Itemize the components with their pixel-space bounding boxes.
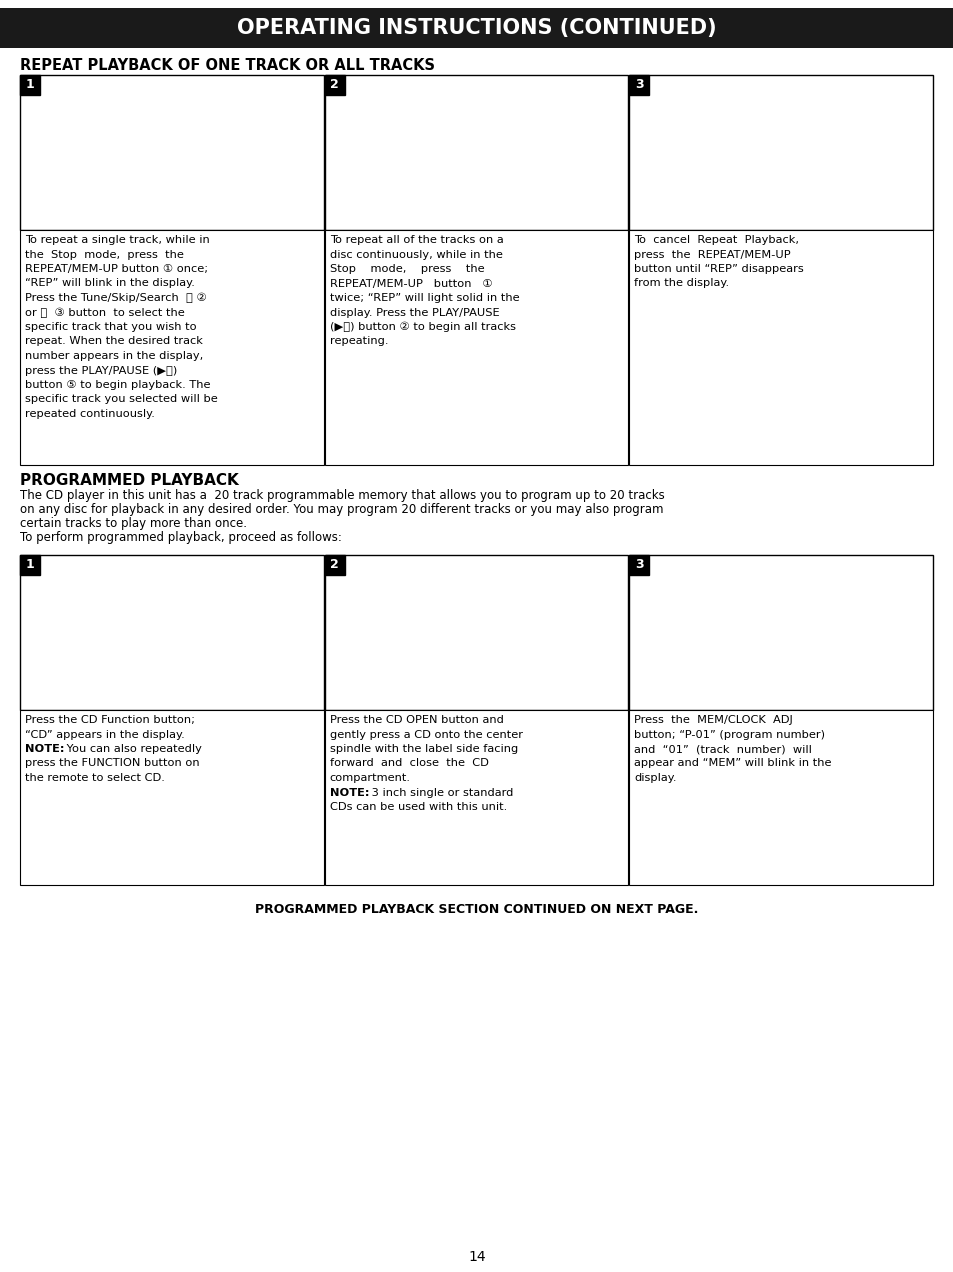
Text: Stop    mode,    press    the: Stop mode, press the — [330, 265, 484, 273]
Bar — [20, 710, 323, 885]
Bar — [629, 75, 932, 230]
Text: number appears in the display,: number appears in the display, — [25, 351, 203, 361]
Text: PROGRAMMED PLAYBACK SECTION CONTINUED ON NEXT PAGE.: PROGRAMMED PLAYBACK SECTION CONTINUED ON… — [255, 903, 698, 916]
Text: 1: 1 — [26, 79, 34, 92]
Text: 2: 2 — [330, 79, 338, 92]
Text: press the FUNCTION button on: press the FUNCTION button on — [25, 758, 199, 768]
Bar — [629, 555, 932, 710]
Text: display.: display. — [634, 773, 676, 784]
Text: on any disc for playback in any desired order. You may program 20 different trac: on any disc for playback in any desired … — [20, 502, 662, 516]
Text: PROGRAMMED PLAYBACK: PROGRAMMED PLAYBACK — [20, 473, 238, 488]
Text: and  “01”  (track  number)  will: and “01” (track number) will — [634, 744, 811, 754]
Bar — [629, 75, 649, 95]
Bar — [324, 555, 628, 710]
Text: 14: 14 — [468, 1250, 485, 1264]
Bar — [20, 230, 323, 466]
Text: Press the Tune/Skip/Search  ⏮ ②: Press the Tune/Skip/Search ⏮ ② — [25, 293, 207, 303]
Text: Press the CD Function button;: Press the CD Function button; — [25, 715, 194, 725]
Text: The CD player in this unit has a  20 track programmable memory that allows you t: The CD player in this unit has a 20 trac… — [20, 488, 664, 502]
Text: OPERATING INSTRUCTIONS (CONTINUED): OPERATING INSTRUCTIONS (CONTINUED) — [237, 18, 716, 38]
Text: REPEAT PLAYBACK OF ONE TRACK OR ALL TRACKS: REPEAT PLAYBACK OF ONE TRACK OR ALL TRAC… — [20, 59, 435, 73]
Text: press  the  REPEAT/MEM-UP: press the REPEAT/MEM-UP — [634, 249, 790, 259]
Text: or ⏭  ③ button  to select the: or ⏭ ③ button to select the — [25, 308, 185, 318]
Text: You can also repeatedly: You can also repeatedly — [63, 744, 202, 754]
Text: certain tracks to play more than once.: certain tracks to play more than once. — [20, 516, 247, 530]
Text: 1: 1 — [26, 558, 34, 571]
Text: gently press a CD onto the center: gently press a CD onto the center — [330, 730, 522, 739]
Text: repeating.: repeating. — [330, 337, 388, 346]
Text: from the display.: from the display. — [634, 279, 729, 289]
Text: REPEAT/MEM-UP   button   ①: REPEAT/MEM-UP button ① — [330, 279, 492, 289]
Text: repeat. When the desired track: repeat. When the desired track — [25, 337, 203, 346]
Text: appear and “MEM” will blink in the: appear and “MEM” will blink in the — [634, 758, 831, 768]
Bar — [324, 75, 628, 230]
Text: “REP” will blink in the display.: “REP” will blink in the display. — [25, 279, 194, 289]
Bar — [629, 710, 932, 885]
Bar — [0, 8, 953, 48]
Text: the remote to select CD.: the remote to select CD. — [25, 773, 165, 784]
Text: disc continuously, while in the: disc continuously, while in the — [330, 249, 502, 259]
Bar — [20, 75, 40, 95]
Bar — [324, 230, 628, 466]
Text: To perform programmed playback, proceed as follows:: To perform programmed playback, proceed … — [20, 530, 341, 544]
Text: display. Press the PLAY/PAUSE: display. Press the PLAY/PAUSE — [330, 308, 498, 318]
Text: press the PLAY/PAUSE (▶⏸): press the PLAY/PAUSE (▶⏸) — [25, 365, 177, 375]
Text: button ⑤ to begin playback. The: button ⑤ to begin playback. The — [25, 380, 211, 391]
Bar — [324, 555, 344, 575]
Text: REPEAT/MEM-UP button ① once;: REPEAT/MEM-UP button ① once; — [25, 265, 208, 273]
Text: Press the CD OPEN button and: Press the CD OPEN button and — [330, 715, 503, 725]
Text: button until “REP” disappears: button until “REP” disappears — [634, 265, 803, 273]
Text: twice; “REP” will light solid in the: twice; “REP” will light solid in the — [330, 293, 518, 303]
Bar — [324, 710, 628, 885]
Bar — [324, 75, 344, 95]
Text: repeated continuously.: repeated continuously. — [25, 410, 154, 418]
Text: 3: 3 — [635, 558, 643, 571]
Text: 3 inch single or standard: 3 inch single or standard — [367, 787, 513, 798]
Text: (▶⏸) button ② to begin all tracks: (▶⏸) button ② to begin all tracks — [330, 322, 516, 332]
Bar — [20, 555, 40, 575]
Bar — [629, 555, 649, 575]
Text: NOTE:: NOTE: — [330, 787, 369, 798]
Text: To  cancel  Repeat  Playback,: To cancel Repeat Playback, — [634, 235, 799, 245]
Text: spindle with the label side facing: spindle with the label side facing — [330, 744, 517, 754]
Text: “CD” appears in the display.: “CD” appears in the display. — [25, 730, 185, 739]
Text: the  Stop  mode,  press  the: the Stop mode, press the — [25, 249, 184, 259]
Text: To repeat a single track, while in: To repeat a single track, while in — [25, 235, 210, 245]
Text: NOTE:: NOTE: — [25, 744, 65, 754]
Text: To repeat all of the tracks on a: To repeat all of the tracks on a — [330, 235, 503, 245]
Text: specific track you selected will be: specific track you selected will be — [25, 394, 217, 404]
Text: forward  and  close  the  CD: forward and close the CD — [330, 758, 488, 768]
Text: Press  the  MEM/CLOCK  ADJ: Press the MEM/CLOCK ADJ — [634, 715, 792, 725]
Bar — [20, 555, 323, 710]
Text: button; “P-01” (program number): button; “P-01” (program number) — [634, 730, 824, 739]
Text: compartment.: compartment. — [330, 773, 410, 784]
Bar — [20, 75, 323, 230]
Text: CDs can be used with this unit.: CDs can be used with this unit. — [330, 803, 506, 812]
Text: specific track that you wish to: specific track that you wish to — [25, 322, 196, 332]
Bar — [629, 230, 932, 466]
Text: 3: 3 — [635, 79, 643, 92]
Text: 2: 2 — [330, 558, 338, 571]
